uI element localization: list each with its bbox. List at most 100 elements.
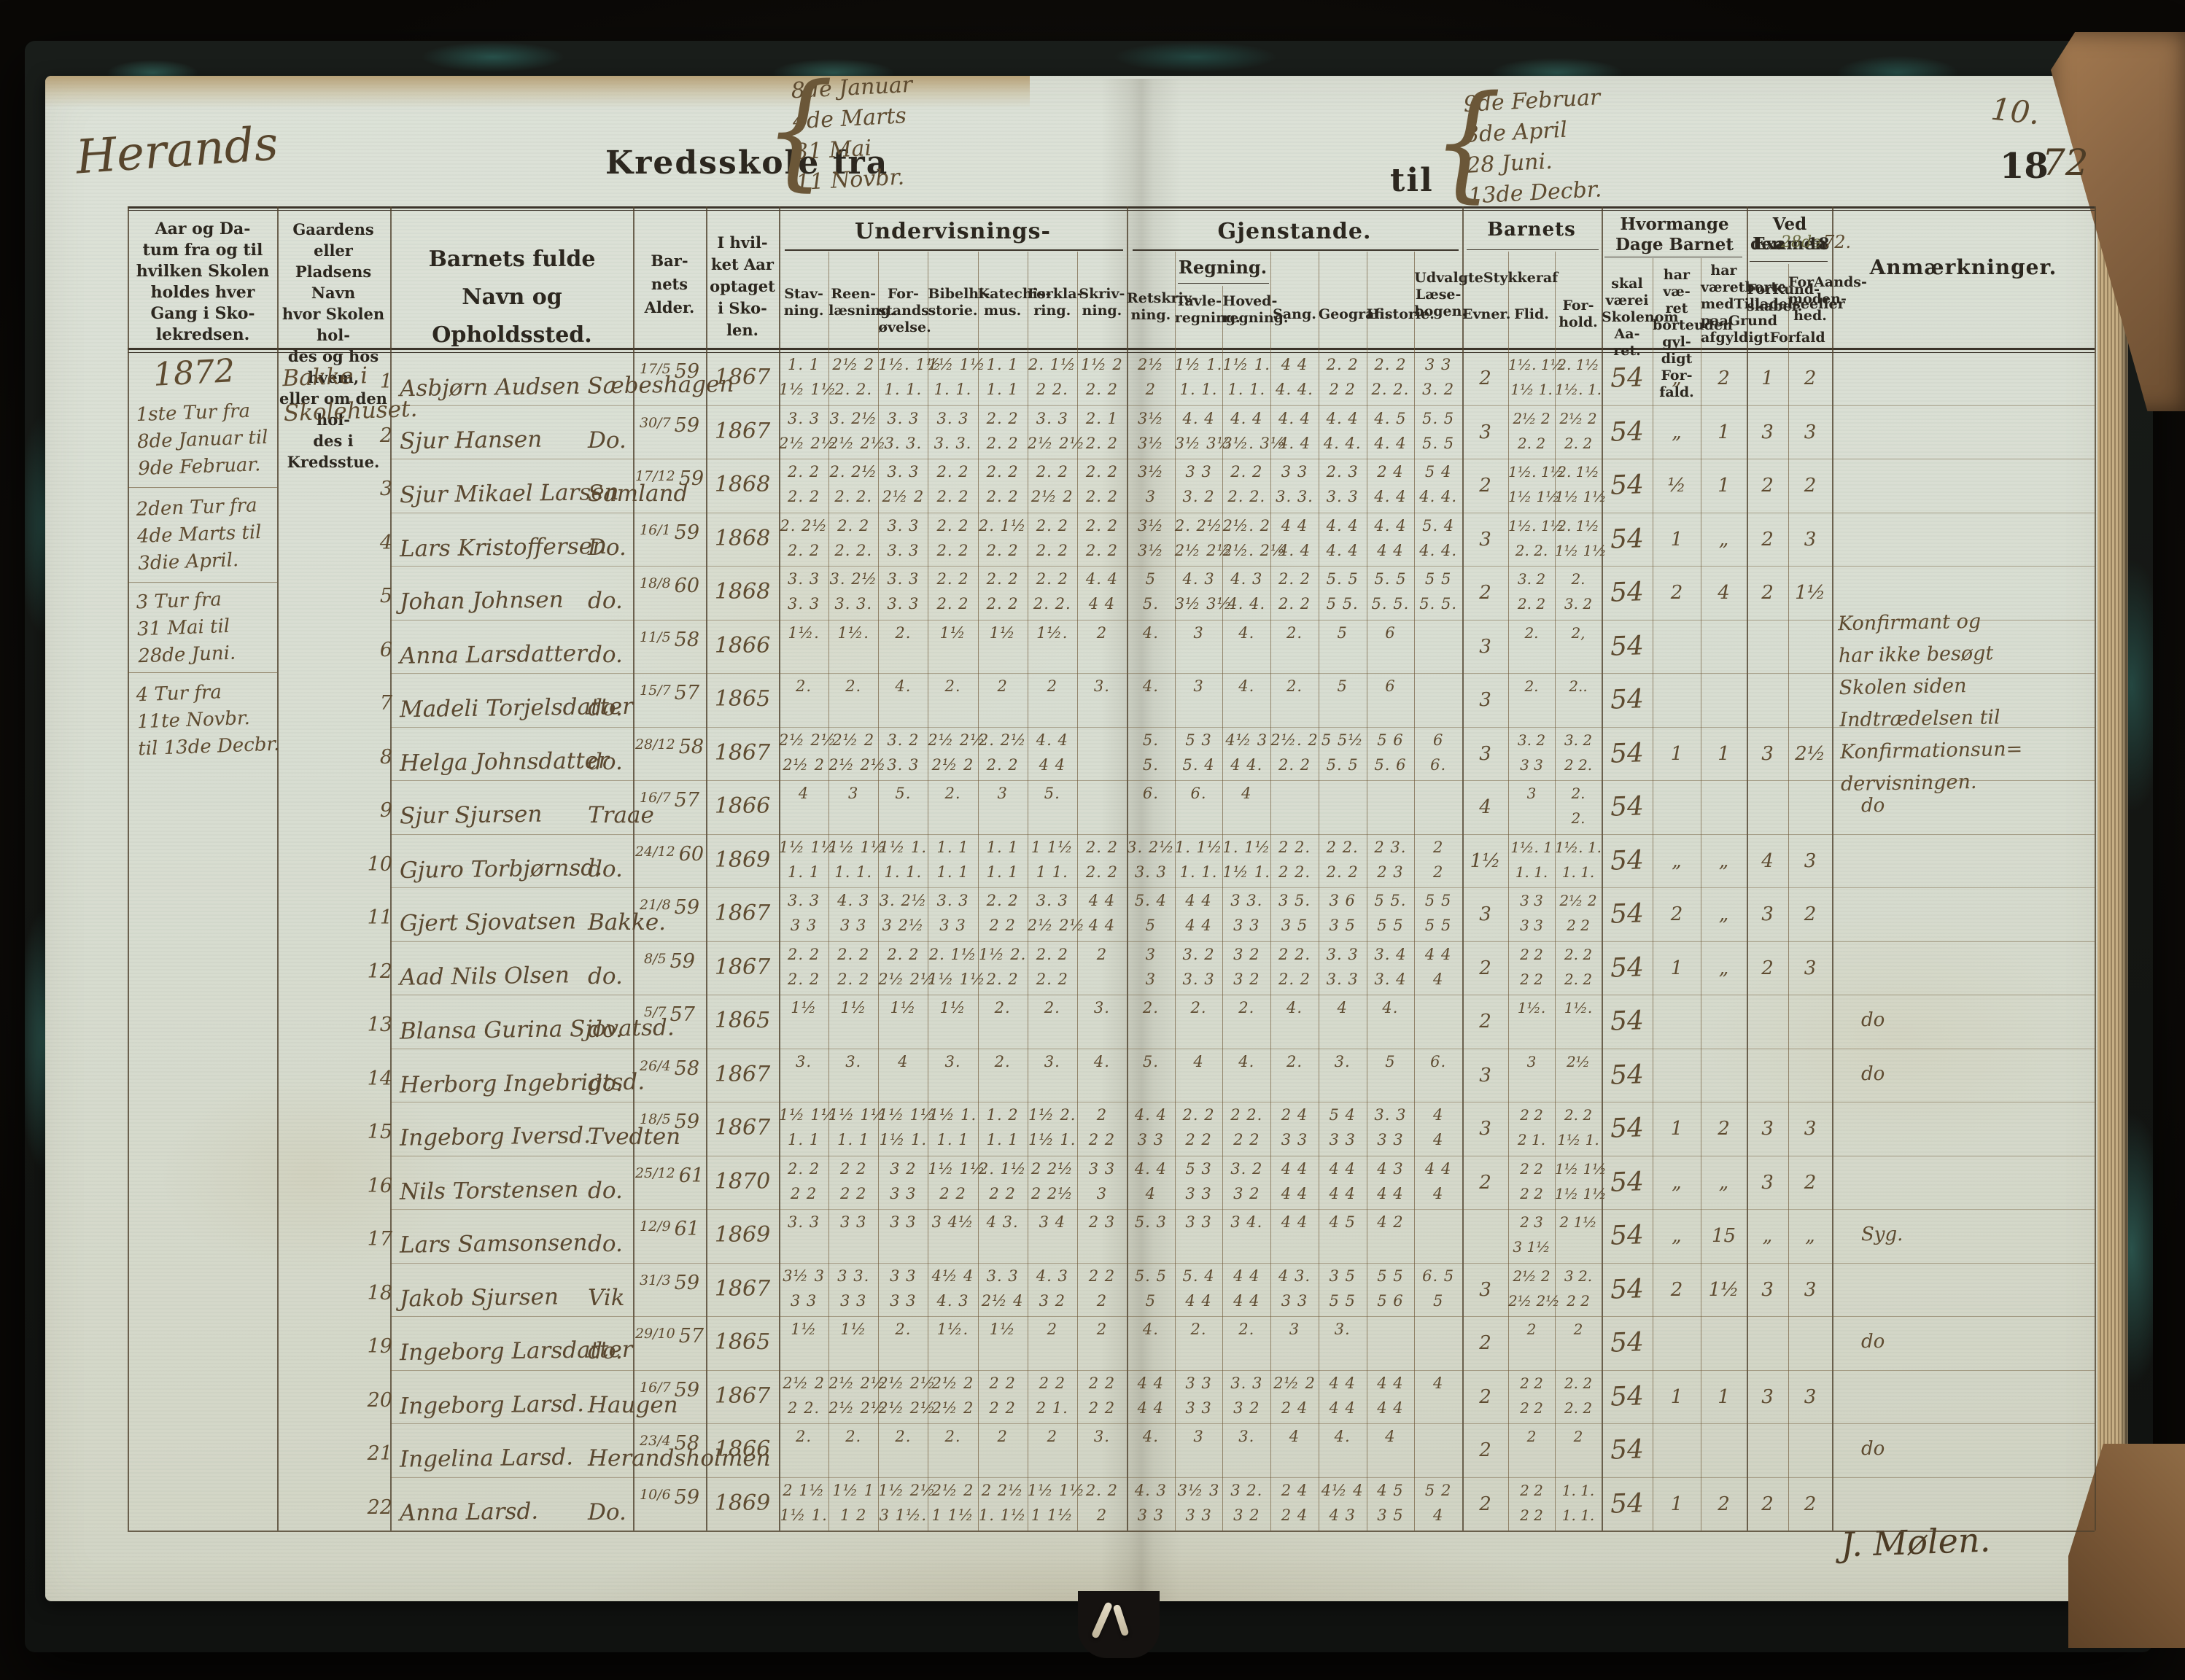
exam-knowledge: 2	[1761, 475, 1774, 497]
title-year-printed: 18	[2000, 146, 2049, 187]
grade-cell: 1½ 1½	[779, 838, 837, 856]
grade-cell: 4 4	[1233, 1291, 1260, 1310]
grade-cell: 4 4	[1377, 1184, 1404, 1202]
grade-cell: 2 2	[790, 1184, 818, 1202]
grade-cell: 2. 2	[788, 488, 820, 505]
age-fraction: 29/10	[634, 1326, 675, 1342]
exam-maturity: 3	[1804, 421, 1817, 443]
grade-flid: 2. 2	[1517, 434, 1546, 452]
grade-cell: 4 4	[1377, 541, 1404, 559]
student-age: 18/8 60	[633, 575, 706, 597]
grade-cell: 2. 2	[986, 541, 1019, 559]
grade-cell: 3.	[796, 1052, 812, 1070]
grade-cell: 3. 2	[1182, 945, 1215, 963]
grade-cell: 3. 3	[1326, 945, 1359, 963]
table-vertical-rule	[2095, 206, 2096, 1531]
days-in-school: 54	[1610, 577, 1645, 608]
grade-cell: 5. 5.	[1419, 595, 1457, 612]
age-year: 57	[670, 1003, 695, 1026]
header-historie: Historie.	[1367, 306, 1435, 323]
grade-cell: 2. 2	[986, 755, 1019, 774]
grade-cell: 2½ 2½	[1174, 541, 1233, 559]
text-line: Udvalgte	[1414, 270, 1483, 286]
student-admitted-year: 1868	[714, 579, 771, 604]
grade-cell: 4. 4	[1278, 434, 1311, 452]
absent-excused: 4	[1718, 582, 1730, 604]
grade-cell: 2.	[1238, 1321, 1255, 1338]
grade-forhold: 2.	[1571, 785, 1586, 802]
remark-ditto: do	[1861, 1438, 1885, 1460]
days-in-school: 54	[1610, 1006, 1645, 1037]
grade-evner: 4	[1479, 796, 1491, 818]
age-year: 59	[674, 413, 700, 437]
grade-forhold: 2,	[1571, 623, 1586, 642]
grade-cell: 3 3	[1185, 1399, 1212, 1417]
grade-cell: 2 2½	[1031, 1159, 1074, 1178]
exam-knowledge: 4	[1761, 849, 1774, 872]
absent-excused: 1	[1718, 421, 1730, 443]
grade-cell: 1½ 1.	[1174, 356, 1223, 373]
grade-flid: 2.	[1524, 677, 1539, 695]
absent-no-excuse: 2	[1670, 1278, 1683, 1301]
table-vertical-rule	[1747, 206, 1748, 1531]
days-in-school: 54	[1610, 1327, 1645, 1358]
text-line: For	[1788, 274, 1815, 290]
title-til-brace: {	[1432, 69, 1502, 216]
grade-cell: 6.	[1430, 1052, 1447, 1070]
grade-cell: 4	[1432, 1131, 1444, 1148]
grade-cell: 4 4	[1329, 1374, 1356, 1392]
absent-excused: 1	[1718, 742, 1730, 765]
grade-cell: 2 2	[840, 1159, 867, 1178]
grade-cell: 3. 2	[1182, 488, 1215, 505]
grade-cell: 3 3.	[837, 1267, 870, 1285]
grade-cell: 3	[1193, 623, 1204, 642]
age-fraction: 15/7	[639, 682, 671, 699]
table-vertical-rule	[1508, 252, 1509, 1531]
grade-cell: 3.	[944, 1052, 961, 1070]
text-line: Skriv-	[1079, 286, 1125, 302]
grade-cell: 2 4	[1377, 463, 1404, 481]
student-number: 21	[367, 1442, 392, 1465]
student-age: 11/5 58	[633, 629, 706, 651]
grade-forhold: 1½. 1.	[1555, 381, 1602, 398]
text-line: Geografi.	[1318, 306, 1389, 322]
grade-evner: 2	[1479, 957, 1491, 979]
age-year: 57	[674, 789, 700, 812]
table-vertical-rule	[1270, 252, 1272, 1531]
grade-cell: 2. 2.	[834, 541, 873, 559]
grade-cell: 2 2	[989, 1374, 1016, 1392]
grade-cell: 2½ 2	[832, 731, 875, 749]
age-year: 58	[674, 628, 700, 651]
header-col-datum: Aar og Da-tum fra og til hvilken Skolen ho…	[131, 219, 274, 346]
grade-cell: 2 2	[1233, 1131, 1260, 1148]
grade-cell: 1 1.	[1036, 863, 1068, 881]
age-year: 59	[674, 1271, 700, 1294]
grade-cell: 3 3.	[1230, 892, 1263, 909]
absent-excused: „	[1718, 903, 1729, 925]
exam-maturity: 2	[1804, 368, 1817, 389]
absent-no-excuse: 1	[1670, 1385, 1683, 1408]
grade-cell: 4.	[1142, 677, 1159, 695]
grade-cell: 2½ 2½.	[878, 1399, 942, 1417]
grade-cell: 1½	[939, 999, 966, 1016]
text-line: storie.	[928, 303, 978, 319]
grade-cell: 4.	[1382, 999, 1399, 1016]
student-age: 15/7 57	[633, 682, 706, 704]
grade-cell: 3. 2½	[879, 892, 928, 909]
grade-cell: 3 2	[1233, 1399, 1260, 1417]
title-kredsskole: Kredsskole fra	[605, 144, 889, 182]
grade-cell: 2. 1	[1085, 409, 1118, 427]
grade-cell: 2. 2	[1085, 488, 1118, 505]
text-line: Evner.	[1462, 306, 1511, 322]
student-age: 25/12 61	[633, 1164, 706, 1187]
grade-flid: 1½ 1.	[1510, 381, 1553, 398]
grade-cell: 4. 4	[1278, 541, 1311, 559]
age-fraction: 28/12	[634, 736, 675, 752]
grade-flid: 2 2	[1520, 945, 1543, 963]
text-line: Reen-	[831, 286, 877, 302]
grade-cell: 3 3	[890, 1267, 917, 1285]
student-admitted-year: 1868	[714, 525, 771, 551]
grade-cell: 3 3	[1233, 917, 1260, 934]
grade-cell: 2. 2	[986, 892, 1019, 909]
student-name: Aad Nils Olsen	[399, 961, 570, 991]
